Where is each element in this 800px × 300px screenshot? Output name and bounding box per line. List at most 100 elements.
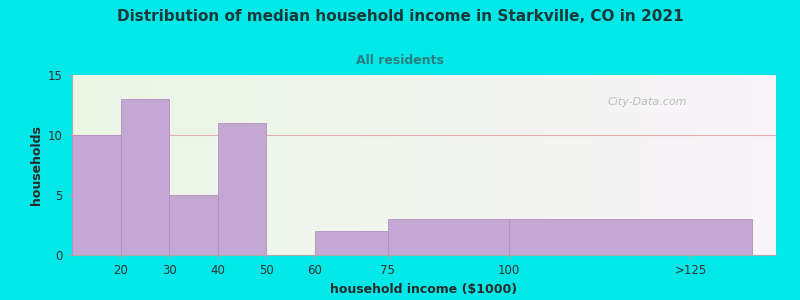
Bar xyxy=(628,75,632,255)
Bar xyxy=(104,75,107,255)
Bar xyxy=(234,75,238,255)
Bar xyxy=(590,75,593,255)
Bar xyxy=(311,75,315,255)
Bar xyxy=(220,75,223,255)
Bar xyxy=(474,75,477,255)
Bar xyxy=(216,75,220,255)
Bar xyxy=(540,75,544,255)
Bar xyxy=(456,75,459,255)
Bar xyxy=(230,75,234,255)
Bar xyxy=(339,75,343,255)
Bar xyxy=(276,75,280,255)
Bar xyxy=(702,75,706,255)
Bar xyxy=(361,75,364,255)
Bar xyxy=(685,75,688,255)
Bar xyxy=(610,75,614,255)
Bar xyxy=(621,75,625,255)
Bar xyxy=(762,75,766,255)
Bar xyxy=(389,75,392,255)
Bar xyxy=(758,75,762,255)
Bar xyxy=(480,75,484,255)
Bar xyxy=(122,75,125,255)
Bar xyxy=(188,75,192,255)
Bar xyxy=(192,75,195,255)
Bar xyxy=(213,75,216,255)
Bar xyxy=(153,75,157,255)
Bar xyxy=(656,75,660,255)
Bar xyxy=(128,75,132,255)
Bar xyxy=(255,75,258,255)
Bar xyxy=(72,135,121,255)
Bar xyxy=(146,75,150,255)
Bar xyxy=(681,75,685,255)
Bar xyxy=(509,219,752,255)
Bar xyxy=(653,75,656,255)
Bar xyxy=(424,75,427,255)
Text: City-Data.com: City-Data.com xyxy=(607,97,686,106)
Bar xyxy=(396,75,399,255)
Bar xyxy=(769,75,773,255)
Bar xyxy=(723,75,726,255)
Bar xyxy=(343,75,346,255)
Bar xyxy=(107,75,110,255)
Bar xyxy=(741,75,744,255)
Bar xyxy=(491,75,494,255)
Bar xyxy=(650,75,653,255)
Bar xyxy=(280,75,283,255)
Bar xyxy=(533,75,537,255)
Bar xyxy=(688,75,691,255)
Bar xyxy=(210,75,213,255)
Text: All residents: All residents xyxy=(356,54,444,67)
Bar xyxy=(646,75,650,255)
Bar xyxy=(766,75,769,255)
Bar xyxy=(537,75,540,255)
Bar xyxy=(223,75,227,255)
Bar xyxy=(135,75,139,255)
Bar xyxy=(526,75,530,255)
Bar xyxy=(558,75,562,255)
Bar xyxy=(477,75,480,255)
Bar xyxy=(734,75,738,255)
Bar xyxy=(227,75,230,255)
Bar xyxy=(667,75,670,255)
Bar xyxy=(139,75,142,255)
Bar xyxy=(350,75,354,255)
Bar xyxy=(678,75,681,255)
Bar xyxy=(195,75,198,255)
Bar xyxy=(368,75,371,255)
Bar xyxy=(730,75,734,255)
Bar xyxy=(386,75,389,255)
Bar xyxy=(445,75,449,255)
Bar xyxy=(238,75,241,255)
Bar xyxy=(82,75,86,255)
Bar xyxy=(738,75,741,255)
Bar xyxy=(494,75,498,255)
Bar xyxy=(283,75,286,255)
Bar xyxy=(505,75,509,255)
Bar xyxy=(174,75,178,255)
Bar xyxy=(470,75,474,255)
Bar xyxy=(498,75,502,255)
Bar xyxy=(251,75,255,255)
Bar xyxy=(132,75,135,255)
Bar xyxy=(660,75,663,255)
Y-axis label: households: households xyxy=(30,125,42,205)
Bar xyxy=(431,75,434,255)
Bar xyxy=(357,75,361,255)
Bar xyxy=(554,75,558,255)
Bar xyxy=(484,75,487,255)
Bar xyxy=(371,75,374,255)
Bar xyxy=(118,75,122,255)
Bar xyxy=(374,75,378,255)
Bar xyxy=(515,75,519,255)
Bar xyxy=(163,75,167,255)
Bar xyxy=(434,75,438,255)
Bar xyxy=(198,75,202,255)
Bar xyxy=(304,75,308,255)
Bar xyxy=(550,75,554,255)
Bar xyxy=(100,75,104,255)
Bar xyxy=(157,75,160,255)
Bar xyxy=(579,75,582,255)
Bar xyxy=(421,75,424,255)
Bar xyxy=(618,75,621,255)
